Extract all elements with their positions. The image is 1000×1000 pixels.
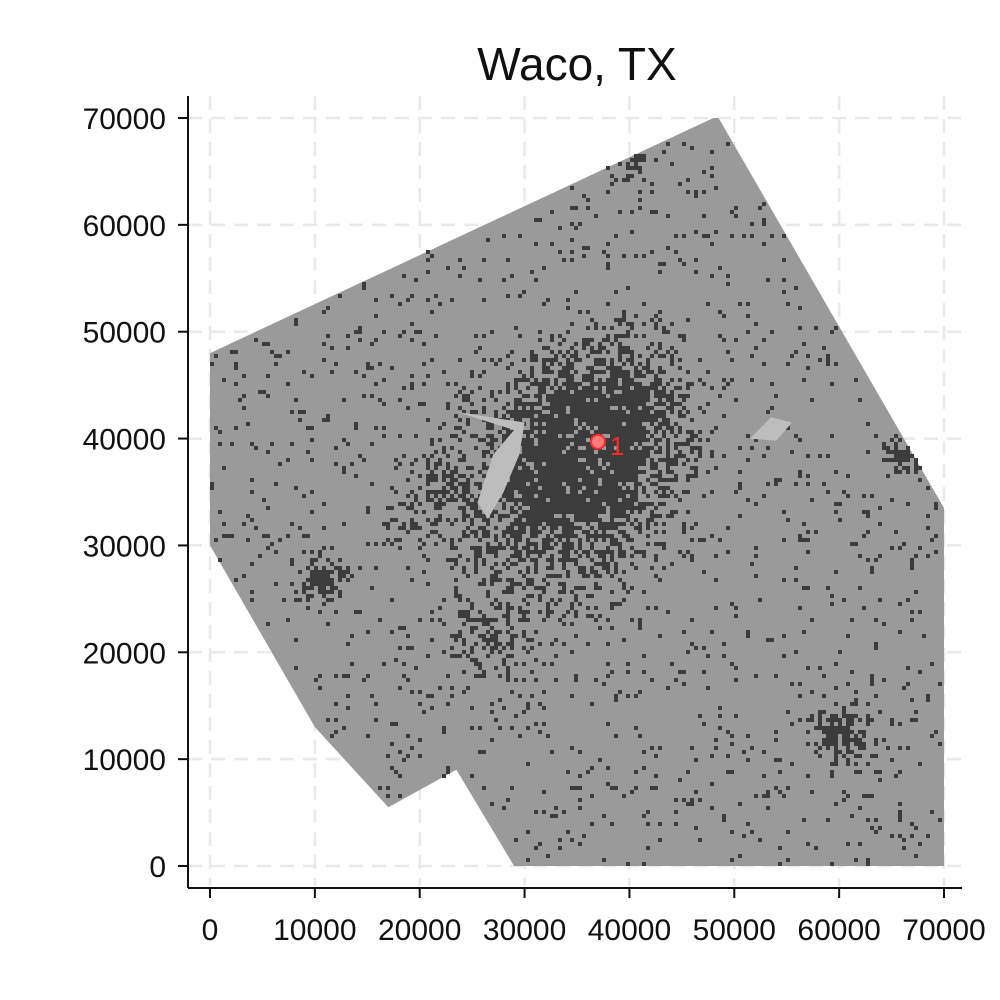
water-area <box>456 411 525 519</box>
x-tick-label: 10000 <box>273 914 356 947</box>
map-layer <box>210 118 944 866</box>
marker-layer: 1 <box>589 431 624 461</box>
x-tick-label: 70000 <box>902 914 985 947</box>
x-tick-label: 30000 <box>483 914 566 947</box>
x-tick-label: 40000 <box>588 914 671 947</box>
y-tick-label: 40000 <box>83 424 166 457</box>
x-tick-label: 60000 <box>797 914 880 947</box>
marker-label: 1 <box>610 431 624 461</box>
y-tick-label: 60000 <box>83 210 166 243</box>
water-area <box>750 417 792 441</box>
y-tick-label: 30000 <box>83 530 166 563</box>
axes: 0 10000 20000 30000 40000 50000 60000 70000 0 100… <box>83 96 986 947</box>
marker-point <box>589 433 606 450</box>
y-tick-label: 20000 <box>83 637 166 670</box>
chart-title: Waco, TX <box>477 38 676 90</box>
y-tick-label: 50000 <box>83 317 166 350</box>
x-tick-label: 0 <box>202 914 219 947</box>
x-tick-label: 20000 <box>378 914 461 947</box>
y-tick-label: 10000 <box>83 744 166 777</box>
x-tick-label: 50000 <box>693 914 776 947</box>
developed-areas <box>210 142 942 866</box>
y-tick-label: 70000 <box>83 103 166 136</box>
y-tick-label: 0 <box>149 851 166 884</box>
